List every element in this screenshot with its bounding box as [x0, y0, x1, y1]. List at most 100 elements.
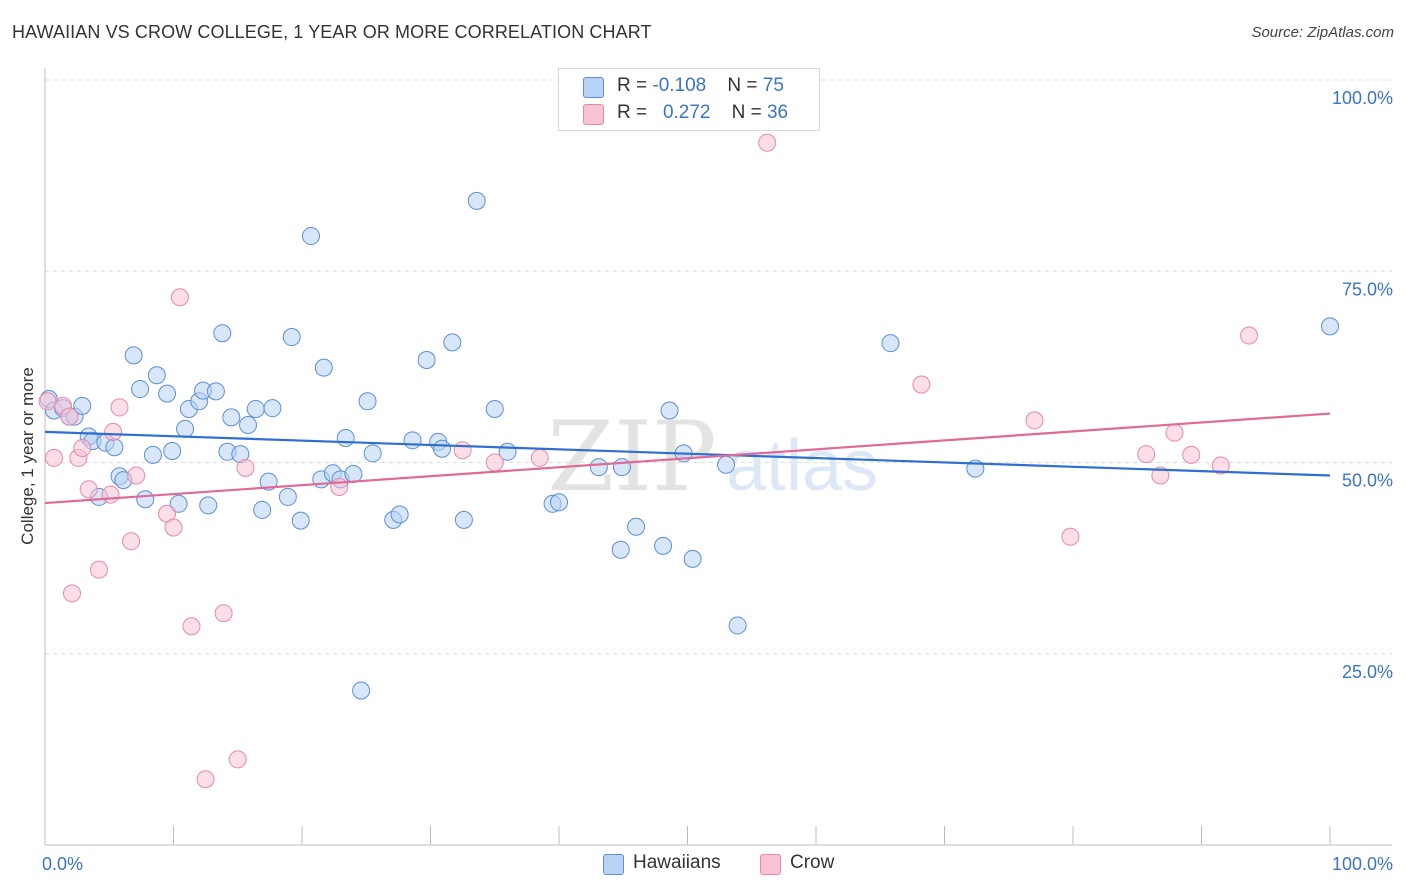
hawaiians-point: [301, 227, 320, 246]
crow-point: [170, 288, 189, 307]
crow-point: [1137, 445, 1156, 464]
crow-point: [1211, 456, 1230, 475]
watermark-atlas: atlas: [726, 426, 878, 506]
hawaiians-point: [253, 500, 272, 519]
hawaiians-point: [433, 439, 452, 458]
crow-point: [912, 375, 931, 394]
crow-point: [101, 485, 120, 504]
hawaiians-point: [213, 324, 232, 343]
hawaiians-point: [169, 494, 188, 513]
crow-point: [62, 584, 81, 603]
y-axis-label: College, 1 year or more: [18, 367, 37, 545]
legend-r-value: 0.272: [662, 102, 711, 123]
hawaiians-point: [336, 429, 355, 448]
hawaiians-point: [654, 536, 673, 555]
crow-point: [89, 560, 108, 579]
legend-swatch-crow: [583, 104, 604, 125]
crow-point: [485, 453, 504, 472]
x-tick-label: 100.0%: [1332, 854, 1393, 874]
y-tick-label: 25.0%: [1342, 662, 1393, 682]
hawaiians-trend-line: [44, 430, 1331, 477]
hawaiians-point: [158, 384, 177, 403]
crow-point: [38, 392, 57, 411]
bottom-legend-swatch-hawaiians: [603, 854, 624, 875]
hawaiians-point: [390, 505, 409, 524]
hawaiians-point: [206, 382, 225, 401]
hawaiians-point: [263, 399, 282, 418]
crow-point: [453, 441, 472, 460]
crow-point: [236, 458, 255, 477]
hawaiians-point: [660, 401, 679, 420]
legend-n-label: N =: [731, 102, 767, 123]
y-tick-label: 100.0%: [1332, 88, 1393, 108]
crow-point: [1061, 527, 1080, 546]
hawaiians-point: [443, 333, 462, 352]
crow-trend-line: [44, 412, 1331, 505]
crow-point: [1025, 411, 1044, 430]
legend-swatch-hawaiians: [583, 77, 604, 98]
crow-point: [44, 448, 63, 467]
legend-r-label: R =: [617, 75, 653, 96]
hawaiians-point: [147, 366, 166, 385]
crow-point: [1151, 466, 1170, 485]
hawaiians-point: [282, 328, 301, 347]
hawaiians-point: [105, 438, 124, 457]
hawaiians-point: [1321, 317, 1339, 336]
watermark: ZIP atlas: [547, 401, 878, 513]
correlation-legend: R = -0.108 N = 75 R = 0.272 N = 36: [558, 68, 820, 131]
hawaiians-point: [611, 540, 630, 559]
hawaiians-point: [683, 549, 702, 568]
crow-point: [110, 398, 129, 417]
crow-point: [127, 466, 146, 485]
axis-labels: 25.0% 50.0% 75.0% 100.0% 0.0% 100.0% College, …: [18, 88, 1393, 874]
hawaiians-point: [352, 681, 371, 700]
trend-lines: [44, 412, 1331, 505]
hawaiians-point: [363, 444, 382, 463]
crow-point: [1165, 423, 1184, 442]
hawaiians-point: [627, 517, 646, 536]
crow-point: [122, 532, 141, 551]
hawaiians-point: [291, 511, 310, 530]
source-label: Source: ZipAtlas.com: [1251, 24, 1394, 41]
bottom-legend-label-hawaiians: Hawaiians: [633, 852, 721, 873]
crow-point: [530, 448, 549, 467]
hawaiians-point: [163, 442, 182, 461]
hawaiians-point: [417, 350, 436, 369]
y-tick-label: 75.0%: [1342, 279, 1393, 299]
hawaiians-point: [612, 458, 631, 477]
crow-point: [79, 480, 98, 499]
crow-point: [758, 133, 777, 152]
bottom-legend-swatch-crow: [760, 854, 781, 875]
legend-n-label: N =: [727, 75, 763, 96]
hawaiians-point: [176, 419, 195, 438]
crow-point: [1182, 445, 1201, 464]
crow-point: [104, 422, 123, 441]
legend-r-value: -0.108: [652, 75, 707, 96]
hawaiians-point: [278, 487, 297, 506]
hawaiians-point: [717, 455, 736, 474]
hawaiians-point: [239, 416, 258, 435]
crow-point: [214, 604, 233, 623]
axes: [44, 68, 1392, 846]
hawaiians-point: [314, 358, 333, 377]
hawaiians-point: [589, 458, 608, 477]
hawaiians-point: [199, 496, 218, 515]
crow-point: [182, 617, 201, 636]
crow-point: [73, 438, 92, 457]
hawaiians-point: [454, 510, 473, 529]
hawaiians-point: [881, 334, 900, 353]
legend-n-value: 75: [762, 75, 784, 96]
hawaiians-point: [131, 380, 150, 399]
x-tick-label: 0.0%: [42, 854, 83, 874]
hawaiians-point: [485, 399, 504, 418]
hawaiians-point: [728, 616, 747, 635]
hawaiians-point: [358, 392, 377, 411]
legend-r-label: R =: [617, 102, 653, 123]
hawaiians-point: [344, 464, 363, 483]
crow-point: [228, 750, 247, 769]
crow-point: [1240, 326, 1259, 345]
hawaiians-point: [259, 472, 278, 491]
hawaiians-point: [222, 408, 241, 427]
crow-point: [164, 518, 183, 537]
